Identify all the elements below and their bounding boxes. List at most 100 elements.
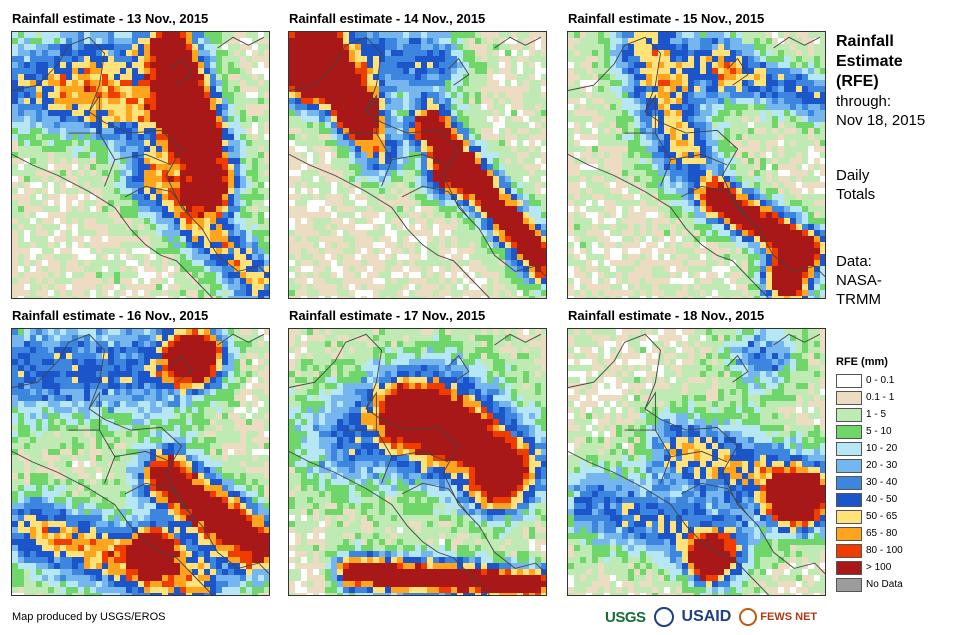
boundary-line (401, 482, 470, 516)
legend-item: 40 - 50 (836, 491, 903, 508)
legend-swatch (836, 424, 862, 439)
legend-label: 65 - 80 (866, 528, 898, 539)
boundary-line (170, 354, 193, 383)
legend: RFE (mm) 0 - 0.1 0.1 - 1 1 - 5 5 - 10 10 - 2… (836, 356, 903, 593)
legend-label: 5 - 10 (866, 426, 892, 437)
legend-item: 1 - 5 (836, 406, 903, 423)
panel-title-17-nov: Rainfall estimate - 17 Nov., 2015 (289, 308, 486, 323)
boundary-line (12, 333, 269, 575)
usaid-logo: USAID (681, 608, 732, 625)
boundary-line (114, 153, 172, 166)
boundary-line (376, 429, 393, 484)
legend-item: 30 - 40 (836, 474, 903, 491)
boundary-line (391, 450, 449, 463)
fews-net-ring-icon (739, 608, 758, 626)
legend-label: 20 - 30 (866, 460, 898, 471)
legend-swatch (836, 390, 862, 405)
legend-label: 30 - 40 (866, 477, 898, 488)
boundary-line (680, 482, 749, 516)
boundary-line (289, 450, 490, 595)
legend-swatch (836, 509, 862, 524)
boundary-line (670, 450, 728, 463)
fews-net-logo-text: FEWS NET (760, 611, 818, 623)
map-panel-17-nov (288, 328, 547, 596)
rainfall-raster (12, 329, 269, 595)
boundary-line (12, 450, 213, 595)
legend-title: RFE (mm) (836, 356, 888, 368)
rainfall-raster (289, 32, 546, 298)
credit-text: Map produced by USGS/EROS (12, 611, 166, 623)
sidebar-title-line1: Rainfall (836, 33, 894, 50)
boundary-line (655, 429, 672, 484)
legend-swatch (836, 373, 862, 388)
map-panel-14-nov (288, 31, 547, 299)
rainfall-raster (568, 329, 825, 595)
logo-strip: USGS USAID FEWS NET (605, 604, 817, 630)
boundary-line (680, 185, 749, 219)
legend-item: No Data (836, 576, 903, 593)
legend-swatch (836, 441, 862, 456)
boundary-line (124, 482, 193, 516)
legend-item: 10 - 20 (836, 440, 903, 457)
boundary-line (68, 94, 100, 134)
boundary-line (624, 391, 656, 431)
legend-swatch (836, 407, 862, 422)
sidebar-daily-line1: Daily (836, 167, 870, 184)
legend-swatch (836, 560, 862, 575)
legend-swatch (836, 475, 862, 490)
legend-swatch (836, 577, 862, 592)
legend-item: 50 - 65 (836, 508, 903, 525)
legend-label: 40 - 50 (866, 494, 898, 505)
boundary-line (376, 132, 393, 187)
boundary-line (447, 57, 470, 86)
boundary-line (68, 391, 100, 431)
legend-swatch (836, 458, 862, 473)
rainfall-raster (12, 32, 269, 298)
map-panel-15-nov (567, 31, 826, 299)
boundary-line (655, 132, 672, 187)
map-panel-16-nov (11, 328, 270, 596)
legend-label: 50 - 65 (866, 511, 898, 522)
legend-label: No Data (866, 579, 903, 590)
sidebar-title-line3: (RFE) (836, 73, 879, 90)
boundary-line (217, 36, 265, 49)
map-panel-13-nov (11, 31, 270, 299)
sidebar-data-source: Data: NASA- TRMM (836, 252, 882, 309)
legend-item: 65 - 80 (836, 525, 903, 542)
boundary-line (773, 36, 821, 49)
boundary-line (12, 153, 213, 298)
boundary-line (726, 354, 749, 383)
sidebar-data-line1: Data: (836, 253, 872, 270)
panel-title-13-nov: Rainfall estimate - 13 Nov., 2015 (12, 11, 209, 26)
boundary-line (289, 36, 546, 278)
sidebar-through-label: through: (836, 93, 892, 110)
sidebar-daily-totals: Daily Totals (836, 166, 875, 204)
boundary-line (99, 429, 116, 484)
rainfall-raster (289, 329, 546, 595)
sidebar-daily-line2: Totals (836, 186, 876, 203)
legend-item: 20 - 30 (836, 457, 903, 474)
boundary-line (345, 391, 377, 431)
usgs-logo: USGS (605, 608, 646, 626)
boundary-line (447, 354, 470, 383)
boundary-line (568, 36, 825, 278)
boundary-line (289, 153, 490, 298)
legend-item: 0 - 0.1 (836, 372, 903, 389)
boundary-line (217, 333, 265, 346)
boundary-line (114, 450, 172, 463)
legend-swatch (836, 492, 862, 507)
legend-item: 0.1 - 1 (836, 389, 903, 406)
panel-title-18-nov: Rainfall estimate - 18 Nov., 2015 (568, 308, 765, 323)
sidebar-title-line2: Estimate (836, 53, 903, 70)
fews-net-logo: FEWS NET (739, 608, 817, 626)
boundary-line (289, 333, 546, 575)
boundary-line (624, 94, 656, 134)
legend-label: > 100 (866, 562, 892, 573)
boundary-line (568, 333, 825, 575)
usaid-seal-icon (653, 607, 674, 627)
panel-title-14-nov: Rainfall estimate - 14 Nov., 2015 (289, 11, 486, 26)
boundary-line (726, 57, 749, 86)
sidebar-through-date: Nov 18, 2015 (836, 112, 926, 129)
map-panel-18-nov (567, 328, 826, 596)
legend-label: 10 - 20 (866, 443, 898, 454)
